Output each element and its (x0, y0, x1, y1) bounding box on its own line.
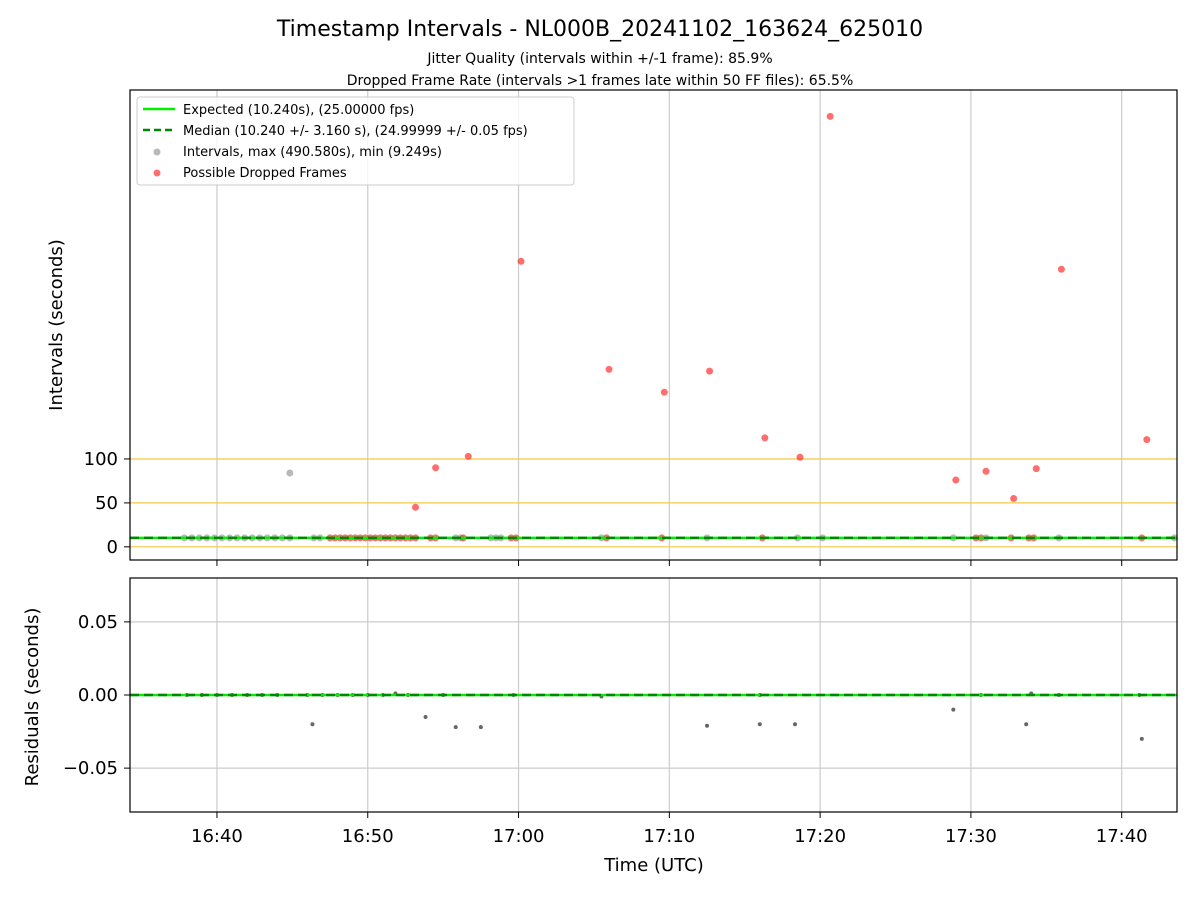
residual-point (705, 723, 710, 728)
x-tick-label-3: 17:10 (643, 826, 695, 847)
x-tick-label-0: 16:40 (191, 826, 243, 847)
residual-point (310, 722, 315, 727)
chart-subtitle-jitter: Jitter Quality (intervals within +/-1 fr… (426, 51, 772, 67)
dropped-frame-point (605, 365, 613, 373)
legend: Expected (10.240s), (25.00000 fps) Media… (136, 96, 575, 186)
dropped-frame-point (952, 476, 960, 484)
dropped-frame-point (432, 464, 440, 472)
y-tick-label-bottom-1: 0.00 (78, 685, 118, 706)
residual-point (1139, 736, 1144, 741)
dropped-frame-point (660, 388, 668, 396)
chart-title: Timestamp Intervals - NL000B_20241102_16… (276, 17, 923, 42)
legend-dropped-label: Possible Dropped Frames (183, 166, 347, 181)
dropped-frame-point (761, 434, 769, 442)
residual-point (951, 707, 956, 712)
x-tick-label-1: 16:50 (342, 826, 394, 847)
intervals-plot: 0 50 100 (84, 89, 1178, 566)
dropped-frame-point (706, 367, 714, 375)
y-tick-label-bottom-0: 0.05 (78, 612, 118, 633)
legend-intervals-label: Intervals, max (490.580s), min (9.249s) (183, 145, 442, 160)
y-tick-label-top-2: 100 (84, 449, 118, 470)
legend-frame (136, 96, 575, 186)
x-tick-label-6: 17:40 (1096, 826, 1148, 847)
legend-expected-label: Expected (10.240s), (25.00000 fps) (183, 103, 414, 118)
residuals-plot: 16:40 16:50 17:00 17:10 17:20 17:30 17:40 0.05 0… (63, 577, 1178, 847)
dropped-frame-point (411, 503, 419, 511)
dropped-frame-point (1057, 265, 1065, 273)
plot-frame-top (129, 89, 1178, 561)
dropped-frame-point (1032, 465, 1040, 473)
x-tick-label-5: 17:30 (945, 826, 997, 847)
residual-point (757, 722, 762, 727)
dropped-frame-point (517, 257, 525, 265)
residual-point (453, 725, 458, 730)
legend-dropped-swatch (153, 169, 161, 177)
legend-intervals-swatch (153, 148, 161, 156)
residual-point (1024, 722, 1029, 727)
plot-frame-bottom (129, 577, 1178, 813)
residual-point (478, 725, 483, 730)
y-axis-label-residuals: Residuals (seconds) (22, 608, 43, 787)
x-axis-label: Time (UTC) (603, 855, 704, 876)
y-axis-label-intervals: Intervals (seconds) (46, 239, 67, 411)
chart-subtitle-dropped: Dropped Frame Rate (intervals >1 frames … (347, 73, 854, 89)
dropped-frame-point (464, 452, 472, 460)
interval-point (286, 469, 294, 477)
y-tick-label-top-0: 0 (107, 537, 118, 558)
x-tick-label-4: 17:20 (794, 826, 846, 847)
residual-point (792, 722, 797, 727)
legend-median-label: Median (10.240 +/- 3.160 s), (24.99999 +… (183, 124, 528, 139)
residual-point (423, 714, 428, 719)
dropped-frame-point (1010, 495, 1018, 503)
dropped-frame-point (1143, 436, 1151, 444)
y-tick-label-top-1: 50 (95, 493, 118, 514)
dropped-frame-point (982, 467, 990, 475)
x-tick-label-2: 17:00 (493, 826, 545, 847)
y-tick-label-bottom-2: −0.05 (63, 758, 118, 779)
dropped-frame-point (796, 453, 804, 461)
dropped-frame-point (826, 112, 834, 120)
